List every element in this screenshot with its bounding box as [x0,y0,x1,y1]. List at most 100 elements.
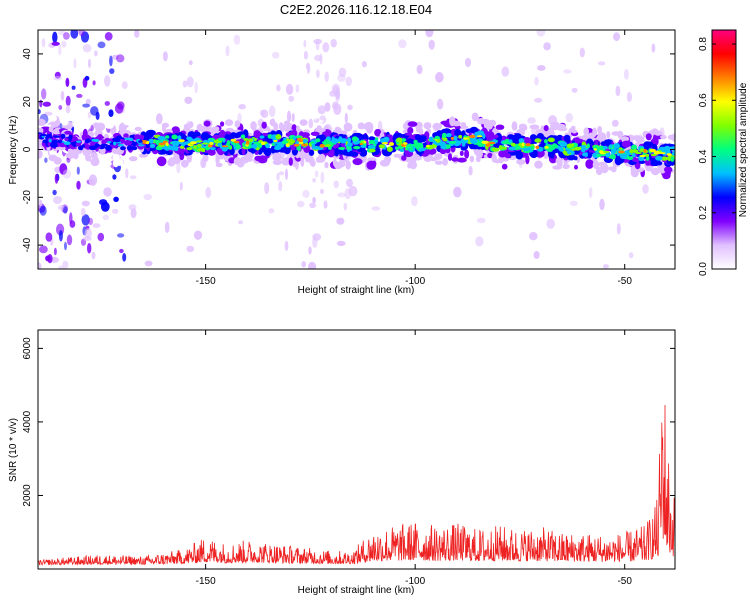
spectrogram-cell [245,140,250,145]
spectrogram-cell [588,187,593,199]
spectrogram-cell [463,137,469,140]
spectrogram-cell [120,122,125,130]
spectrogram-cell [149,143,156,149]
spectrogram-cell [605,152,611,158]
spectrogram-cell [44,157,48,163]
spectrogram-cell [536,30,546,37]
spectrogram-cell [90,106,99,116]
spectrogram-cell [195,140,203,143]
spectrogram-cell [44,111,53,116]
spectrogram-cell [82,137,86,141]
spectrogram-cell [660,156,669,161]
spectrogram-cell [369,148,376,153]
spectrogram-cell [285,143,290,148]
spectrogram-cell [92,122,100,129]
spectrogram-cell [45,232,53,242]
spectrogram-cell [69,142,75,145]
spectrogram-cell [184,96,193,105]
spectrogram-cell [663,145,671,152]
spectrogram-cell [464,57,472,68]
spectrogram-cell [63,206,68,214]
spectrogram-x-tick-label: -50 [617,276,632,287]
spectrogram-cell [180,159,189,168]
spectrogram-cell [368,140,376,145]
snr-series-line [38,404,675,566]
spectrogram-cell [345,76,352,87]
spectrogram-cell [119,248,124,254]
spectrogram-cell [90,152,98,159]
spectrogram-cell [487,152,493,159]
spectrogram-cell [54,71,61,79]
spectrogram-cell [504,153,511,159]
spectrogram-cell [628,252,634,259]
spectrogram-cell [76,166,80,175]
spectrogram-cell [297,137,302,142]
spectrogram-cell [52,31,58,43]
spectrogram-cell [58,105,63,110]
colorbar-tick-label: 0.6 [698,93,709,107]
spectrogram-cell [331,136,335,142]
spectrogram-cell [317,153,326,163]
spectrogram-cell [447,153,453,161]
spectrogram-cell [65,77,70,88]
spectrogram-cell [329,90,337,97]
spectrogram-cell [644,158,651,166]
spectrogram-cell [116,101,125,110]
spectrogram-cell [215,156,220,165]
spectrogram-cell [260,109,269,118]
spectrogram-cell [655,155,663,161]
spectrogram-cell [501,66,510,77]
spectrogram-cell [295,84,300,93]
snr-background [38,330,675,569]
spectrogram-cell [48,115,57,122]
spectrogram-cell [530,145,535,151]
colorbar-tick-label: 0.2 [698,205,709,219]
spectrogram-cell [266,147,272,153]
spectrogram-cell [38,109,41,115]
snr-y-label: SNR (10 * v/v) [8,418,19,482]
spectrogram-cell [308,246,312,255]
spectrogram-cell [164,135,170,139]
spectrogram-y-tick-label: 0 [22,146,33,152]
spectrogram-cell [381,142,389,145]
spectrogram-cell [324,161,329,169]
spectrogram-cell [434,160,443,165]
spectrogram-cell [97,41,106,49]
spectrogram-cell [626,91,633,103]
spectrogram-cell [155,146,163,151]
spectrogram-cell [571,87,578,93]
spectrogram-cell [250,121,257,130]
spectrogram-cell [366,160,377,170]
spectrogram-cell [143,193,152,201]
spectrogram-cell [502,157,509,162]
spectrogram-cell [238,104,246,110]
spectrogram-cell [63,32,70,40]
spectrogram-cell [610,165,617,173]
spectrogram-cell [458,134,463,139]
spectrogram-cell [632,149,639,154]
spectrogram-cell [286,110,292,123]
spectrogram-cell [315,39,320,51]
spectrogram-cell [310,159,316,167]
spectrogram-cell [593,148,597,151]
spectrogram-cell [645,155,650,161]
spectrogram-cell [401,155,407,161]
spectrogram-cell [75,142,82,147]
spectrogram-cell [112,208,119,214]
spectrogram-cell [330,38,337,48]
spectrogram-cell [414,144,423,149]
spectrogram-panel: -150 -100 -50 -40 -20 0 20 40 Height of straig… [8,29,676,296]
spectrogram-cell [449,116,456,127]
spectrogram-cell [338,136,343,143]
spectrogram-cell [124,137,132,140]
spectrogram-cell [353,146,361,150]
spectrogram-cell [134,126,142,132]
spectrogram-cell [529,232,538,241]
spectrogram-cell [462,142,466,147]
spectrogram-cell [332,158,337,167]
spectrogram-cell [209,141,214,145]
spectrogram-cell [562,163,570,169]
snr-panel: -150 -100 -50 2000 4000 6000 Height of strai… [8,329,676,596]
spectrogram-cell [171,126,180,135]
spectrogram-cell [359,143,363,145]
